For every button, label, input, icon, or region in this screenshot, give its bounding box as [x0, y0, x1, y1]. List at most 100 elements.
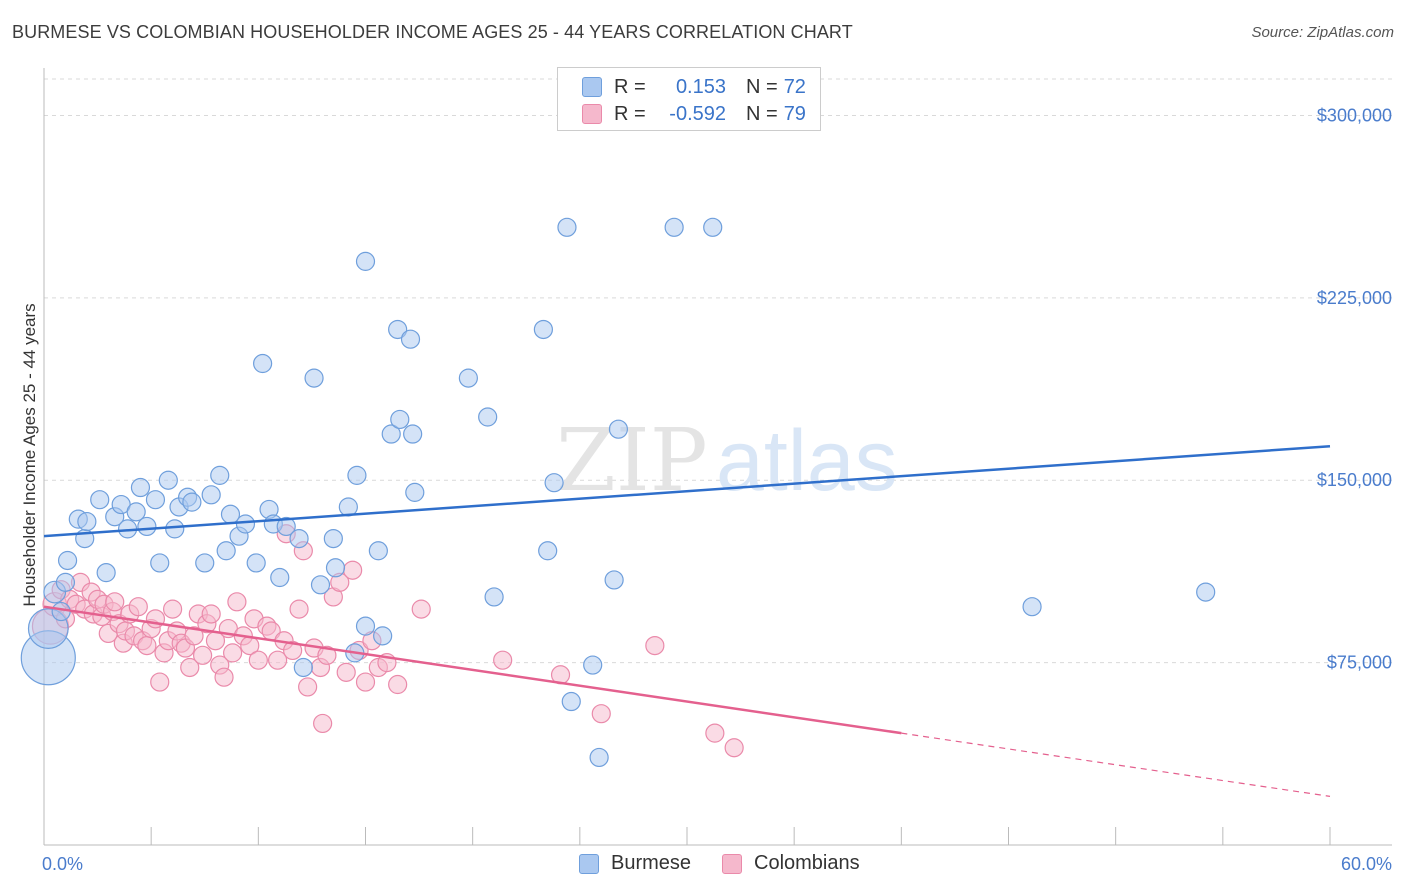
- burmese-point: [478, 407, 498, 427]
- burmese-point: [130, 477, 151, 498]
- burmese-point: [126, 502, 146, 522]
- stats-row-burmese: R = 0.153 N = 72: [582, 74, 806, 100]
- legend-label: Colombians: [754, 852, 860, 874]
- burmese-point: [405, 482, 425, 502]
- colombian-point: [645, 635, 665, 656]
- colombian-point: [268, 650, 288, 670]
- burmese-point: [373, 626, 393, 646]
- burmese-point: [561, 691, 581, 712]
- colombian-swatch: [722, 853, 742, 874]
- burmese-point: [608, 419, 629, 439]
- burmese-point: [246, 553, 266, 573]
- x-tick-labels: 0.0% 60.0%: [42, 854, 1392, 874]
- y-axis-label: Householder Income Ages 25 - 44 years: [20, 303, 39, 606]
- trend-lines: [43, 444, 1331, 797]
- burmese-point: [96, 563, 116, 583]
- stats-legend: R = 0.153 N = 72 R = -0.592 N = 79: [557, 67, 821, 131]
- colombian-point: [317, 645, 337, 665]
- burmese-point: [484, 587, 504, 607]
- burmese-point: [57, 550, 78, 571]
- colombian-point: [214, 667, 234, 687]
- x-tick-label: 0.0%: [42, 854, 83, 874]
- r-label: R =: [614, 102, 646, 125]
- colombian-point: [223, 643, 243, 663]
- burmese-point: [1022, 597, 1042, 617]
- burmese-point: [557, 217, 577, 237]
- burmese-point: [381, 424, 401, 444]
- r-label: R =: [614, 75, 646, 98]
- colombian-points: [31, 524, 744, 758]
- n-label: N =: [746, 102, 778, 125]
- n-value: 72: [783, 75, 806, 98]
- colombian-point: [298, 677, 318, 697]
- grid-lines: [44, 78, 1392, 664]
- burmese-point: [544, 473, 564, 493]
- burmese-point: [235, 514, 256, 534]
- burmese-point: [270, 567, 290, 588]
- colombian-point: [411, 599, 431, 619]
- burmese-swatch: [579, 853, 599, 874]
- colombian-point: [248, 650, 268, 670]
- stats-row-colombian: R = -0.592 N = 79: [582, 101, 806, 127]
- burmese-point: [589, 747, 609, 768]
- source-label: Source: ZipAtlas.com: [1251, 24, 1394, 41]
- burmese-point: [355, 251, 376, 271]
- burmese-point: [195, 553, 215, 573]
- burmese-point: [323, 528, 343, 549]
- burmese-point: [355, 616, 376, 636]
- burmese-point: [253, 353, 273, 374]
- colombian-point: [591, 704, 611, 724]
- burmese-point: [388, 319, 408, 340]
- burmese-point: [293, 657, 313, 678]
- burmese-point: [664, 217, 684, 237]
- n-value: 79: [783, 102, 806, 125]
- burmese-point: [216, 541, 236, 561]
- burmese-point: [347, 465, 367, 485]
- burmese-point: [137, 516, 157, 537]
- legend-item-colombians[interactable]: Colombians: [722, 852, 860, 875]
- watermark-atlas: atlas: [716, 413, 898, 509]
- axes: [43, 68, 1392, 846]
- burmese-point: [304, 368, 324, 388]
- colombian-point: [184, 626, 204, 646]
- colombian-point: [227, 592, 247, 612]
- series-legend: Burmese Colombians: [0, 852, 1406, 876]
- r-value: -0.592: [669, 102, 726, 125]
- burmese-point: [368, 541, 388, 561]
- colombian-point: [150, 672, 170, 692]
- burmese-point: [210, 465, 230, 485]
- colombian-point: [283, 640, 303, 661]
- burmese-point: [182, 492, 202, 512]
- legend-item-burmese[interactable]: Burmese: [579, 852, 691, 875]
- legend-label: Burmese: [611, 852, 692, 874]
- burmese-point: [400, 329, 421, 349]
- burmese-swatch: [582, 77, 602, 97]
- colombian-point: [163, 599, 183, 619]
- burmese-point: [583, 655, 603, 675]
- colombian-point: [388, 674, 408, 695]
- y-tick-labels: $75,000 $150,000 $225,000 $300,000: [1317, 105, 1392, 672]
- burmese-point: [604, 570, 624, 590]
- burmese-point: [158, 470, 178, 490]
- burmese-point: [390, 409, 410, 430]
- burmese-point: [310, 575, 331, 595]
- burmese-point: [538, 541, 558, 561]
- y-tick-label: $150,000: [1317, 470, 1392, 490]
- colombian-point: [105, 592, 125, 612]
- burmese-point: [403, 424, 423, 444]
- colombian-point: [705, 723, 725, 743]
- colombian-point: [343, 560, 363, 580]
- burmese-point: [289, 528, 309, 549]
- y-tick-label: $225,000: [1317, 288, 1392, 308]
- colombian-point: [289, 599, 309, 619]
- colombian-point: [128, 597, 148, 617]
- burmese-point: [55, 572, 76, 592]
- burmese-points: [20, 217, 1216, 768]
- colombian-point: [180, 657, 200, 678]
- colombian-point: [355, 672, 376, 692]
- burmese-point: [325, 558, 346, 578]
- chart-title: BURMESE VS COLOMBIAN HOUSEHOLDER INCOME …: [12, 22, 853, 42]
- x-tick-label: 60.0%: [1341, 854, 1392, 874]
- r-value: 0.153: [675, 75, 726, 98]
